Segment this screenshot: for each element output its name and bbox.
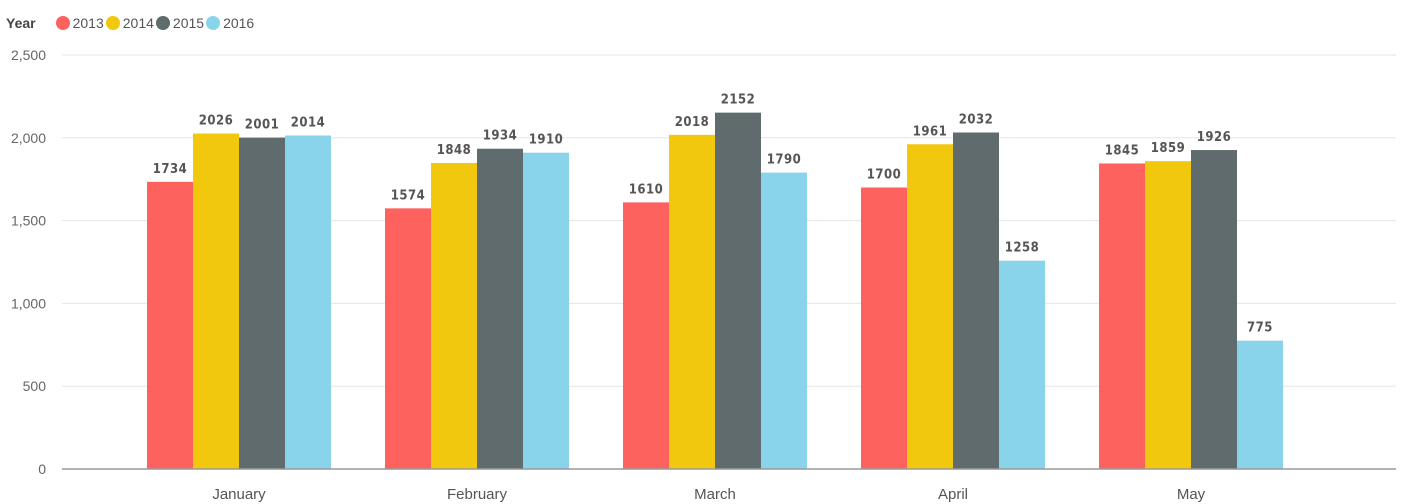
x-axis: January February March April May	[62, 468, 1396, 503]
bar-2014-march	[669, 134, 715, 469]
bar-2016-january	[285, 135, 331, 469]
data-label: 1734	[153, 162, 188, 177]
data-label: 1961	[913, 124, 948, 139]
x-tick-label: April	[938, 486, 968, 503]
legend-dot-icon	[206, 16, 221, 30]
data-label: 1700	[867, 167, 902, 182]
data-label: 775	[1247, 321, 1273, 336]
legend-item-2013[interactable]: 2013	[55, 15, 104, 31]
data-label: 2026	[199, 113, 234, 128]
legend-item-2016[interactable]: 2016	[206, 15, 254, 31]
bar-2015-march	[715, 112, 761, 470]
legend-label: 2013	[72, 15, 104, 31]
data-label: 2001	[245, 118, 280, 133]
x-tick-label: January	[212, 486, 266, 503]
data-label: 1258	[1005, 241, 1040, 256]
data-label: 2014	[291, 115, 326, 130]
data-label: 1574	[391, 188, 426, 203]
bar-2013-may	[1099, 163, 1145, 469]
bar-2015-february	[477, 148, 523, 469]
data-label: 1926	[1197, 130, 1232, 145]
bar-2014-january	[193, 133, 239, 470]
legend-item-2015[interactable]: 2015	[155, 15, 205, 31]
data-label: 1910	[529, 133, 564, 148]
y-axis: 0 500 1,000 1,500 2,000 2,500	[11, 47, 46, 477]
bar-2015-may	[1191, 150, 1237, 470]
bar-2013-february	[385, 208, 431, 470]
data-label: 2032	[959, 113, 994, 128]
legend-label: 2016	[223, 15, 255, 31]
bar-2014-may	[1145, 161, 1191, 469]
legend-label: 2015	[172, 15, 205, 31]
x-tick-label: May	[1177, 486, 1206, 503]
y-tick-label: 0	[38, 461, 46, 477]
y-tick-label: 1,000	[11, 295, 46, 311]
legend-title: Year	[6, 15, 36, 31]
data-label: 2152	[721, 93, 756, 108]
data-labels: 1734 2026 2001 2014 1574 1848 1934 1910 1610 2018…	[153, 93, 1273, 336]
legend-dot-icon	[155, 16, 170, 30]
data-label: 1934	[483, 129, 518, 144]
data-label: 1610	[629, 182, 664, 197]
bar-2016-may	[1237, 340, 1283, 469]
data-label: 1859	[1151, 141, 1186, 156]
data-label: 1845	[1105, 143, 1140, 158]
bar-2015-april	[953, 132, 999, 469]
bars	[147, 112, 1283, 470]
bar-2015-january	[239, 137, 285, 469]
bar-2016-april	[999, 260, 1045, 469]
bar-2014-february	[431, 162, 477, 470]
bar-2013-april	[861, 187, 907, 470]
x-tick-label: March	[694, 486, 736, 503]
x-tick-label: February	[447, 486, 508, 503]
y-tick-label: 2,500	[11, 47, 46, 63]
y-tick-label: 1,500	[11, 213, 46, 229]
data-label: 2018	[675, 115, 710, 130]
bar-2013-january	[147, 181, 193, 469]
data-label: 1848	[437, 143, 472, 158]
legend-label: 2014	[122, 15, 154, 31]
legend-item-2014[interactable]: 2014	[105, 15, 154, 31]
y-tick-label: 500	[23, 378, 47, 394]
y-tick-label: 2,000	[11, 130, 46, 146]
legend-dot-icon	[105, 16, 120, 30]
data-label: 1790	[767, 153, 802, 168]
bar-2013-march	[623, 202, 669, 469]
bar-2016-february	[523, 152, 569, 470]
bar-2016-march	[761, 172, 807, 470]
legend-dot-icon	[55, 16, 70, 30]
legend: Year 2013 2014 2015 2016	[6, 12, 256, 34]
bar-2014-april	[907, 144, 953, 469]
